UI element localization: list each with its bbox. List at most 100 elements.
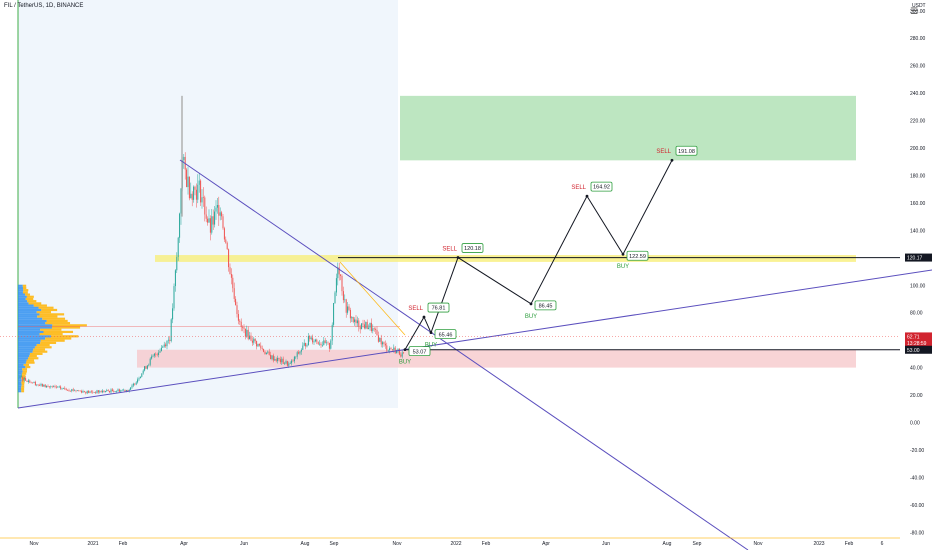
candle-body: [128, 389, 130, 392]
time-axis-tick: 2023: [813, 541, 824, 547]
candle-body: [216, 204, 218, 208]
buy-signal-label: BUY: [617, 264, 629, 270]
candle-body: [375, 329, 377, 330]
volume-profile-bar-up: [18, 383, 22, 386]
candle-body: [173, 286, 175, 309]
candle-body: [51, 386, 53, 387]
candle-body: [296, 352, 298, 357]
candle-body: [23, 378, 25, 381]
candle-body: [393, 347, 395, 350]
time-axis-tick: Apr: [180, 541, 188, 547]
hamburger-menu-icon[interactable]: ☰: [910, 6, 919, 16]
price-tag-box: [905, 253, 932, 262]
candle-body: [289, 363, 291, 364]
projection-point: [529, 302, 533, 306]
volume-profile-bar-down: [26, 359, 35, 362]
price-tag: 62.71: [907, 334, 920, 340]
candle-body: [104, 391, 106, 392]
price-label: 164.92: [593, 185, 610, 191]
price-axis-tick: 200.00: [910, 146, 926, 152]
candle-body: [180, 188, 182, 214]
candle-body: [202, 197, 204, 198]
price-axis-tick: 100.00: [910, 283, 926, 289]
projection-point: [670, 158, 674, 162]
candle-body: [292, 360, 294, 362]
candle-body: [222, 216, 224, 229]
candlesticks: [19, 152, 405, 395]
candle-body: [188, 176, 190, 199]
candle-body: [328, 342, 330, 349]
candle-body: [370, 322, 372, 331]
time-axis-tick: Nov: [393, 541, 402, 547]
volume-profile-bar-up: [18, 297, 26, 301]
candle-body: [162, 346, 164, 348]
price-tag: 53.00: [907, 348, 920, 354]
candle-body: [354, 319, 356, 322]
volume-profile-bar-down: [39, 333, 63, 336]
candle-body: [43, 384, 45, 387]
candle-body: [286, 361, 288, 366]
price-label-box: [534, 300, 557, 311]
candle-body: [33, 381, 35, 383]
volume-profile-bar-down: [40, 339, 65, 342]
candle-body: [264, 351, 266, 354]
candle-body: [389, 348, 391, 351]
volume-profile-bar-up: [18, 365, 26, 369]
candle-body: [214, 211, 216, 225]
candle-body: [242, 327, 244, 328]
volume-profile-bar-down: [23, 363, 30, 366]
price-label-box: [590, 181, 613, 192]
volume-profile-bar-up: [18, 341, 41, 344]
volume-profile-bar-down: [26, 295, 34, 298]
volume-profile-bar-down: [45, 337, 72, 340]
candle-body: [144, 366, 146, 371]
candle-body: [114, 391, 116, 393]
candle-body: [337, 267, 339, 279]
candle-body: [165, 344, 167, 347]
candle-body: [166, 340, 168, 347]
candle-body: [244, 328, 246, 337]
candle-body: [131, 385, 133, 388]
volume-profile-bar-up: [18, 311, 37, 314]
volume-profile-bar-up: [18, 326, 52, 329]
candle-body: [93, 392, 95, 393]
candle-body: [356, 320, 358, 324]
rising-trendline: [17, 269, 932, 409]
price-label-box: [408, 346, 431, 357]
candle-body: [107, 390, 109, 391]
projection-point: [456, 256, 460, 259]
candle-body: [111, 389, 113, 391]
price-label: 191.08: [678, 149, 695, 155]
candle-body: [400, 354, 402, 357]
candle-body: [268, 351, 270, 355]
candle-body: [169, 339, 171, 342]
candle-body: [124, 389, 126, 392]
candle-body: [197, 184, 199, 200]
candle-body: [190, 193, 192, 199]
volume-profile-bar-down: [22, 284, 27, 287]
candle-body: [60, 386, 62, 389]
candle-body: [265, 352, 267, 354]
candle-body: [79, 390, 81, 392]
sell-signal-label: SELL: [571, 185, 586, 191]
candle-body: [71, 389, 73, 392]
candle-body: [246, 329, 248, 337]
candle-body: [366, 321, 368, 330]
time-axis-tick: Jun: [602, 541, 610, 547]
volume-profile-bar-down: [33, 304, 47, 307]
candle-body: [383, 342, 385, 344]
volume-profile-bar-down: [21, 383, 25, 386]
candle-body: [348, 306, 350, 310]
candle-body: [127, 389, 129, 392]
volume-profile-bar-up: [18, 291, 23, 294]
candle-body: [310, 337, 312, 340]
volume-profile-bar-up: [18, 372, 22, 375]
candle-body: [275, 359, 277, 362]
volume-profile-bar-down: [25, 365, 31, 369]
volume-profile-bar-down: [51, 335, 79, 338]
candle-body: [397, 348, 399, 351]
candle-body: [20, 376, 22, 378]
candle-body: [279, 359, 281, 363]
